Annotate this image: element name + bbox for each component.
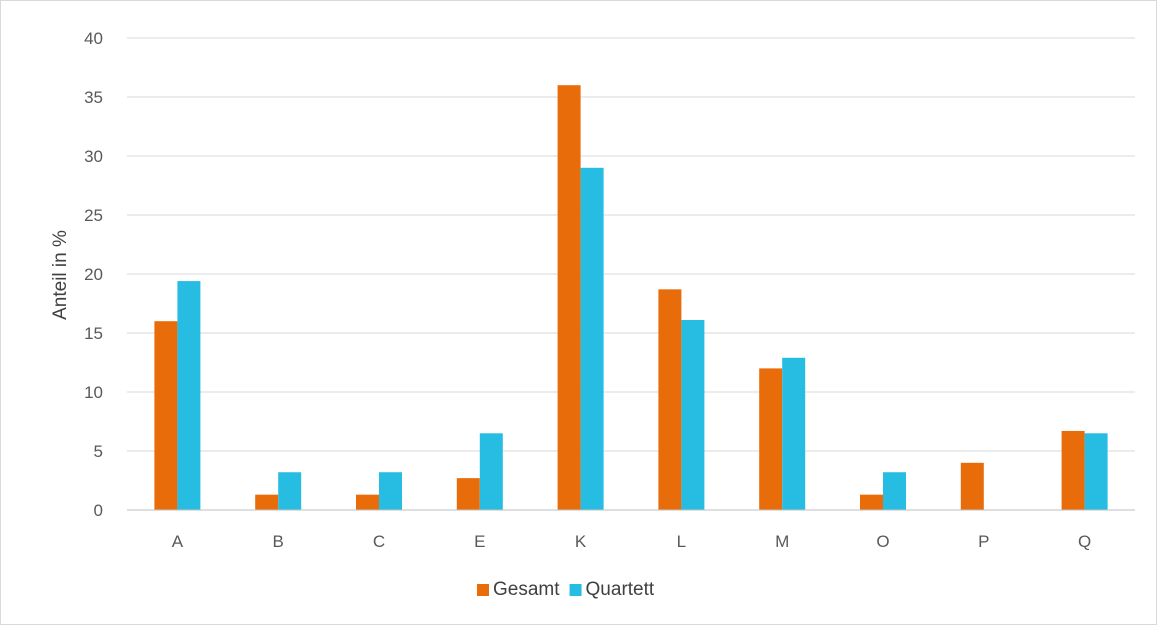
y-tick-label: 20 — [84, 265, 103, 284]
bar-gesamt-o — [860, 494, 883, 510]
y-tick-label: 10 — [84, 383, 103, 402]
x-tick-label: P — [978, 532, 989, 551]
x-tick-label: L — [677, 532, 686, 551]
gridlines — [127, 37, 1135, 452]
bar-quartett-a — [177, 281, 201, 510]
bar-gesamt-k — [557, 85, 581, 510]
x-tick-label: M — [775, 532, 789, 551]
x-tick-label: K — [575, 532, 587, 551]
bar-quartett-l — [681, 320, 705, 510]
x-tick-label: B — [273, 532, 284, 551]
bar-gesamt-a — [154, 321, 178, 510]
bar-quartett-k — [580, 167, 604, 511]
bar-quartett-c — [379, 472, 402, 510]
y-tick-label: 15 — [84, 324, 103, 343]
bar-gesamt-c — [356, 494, 379, 510]
y-tick-label: 35 — [84, 88, 103, 107]
x-tick-label: E — [474, 532, 485, 551]
legend-label-gesamt: Gesamt — [493, 579, 560, 600]
x-tick-label: Q — [1078, 532, 1091, 551]
bar-quartett-q — [1084, 433, 1108, 510]
y-tick-label: 0 — [94, 501, 103, 520]
bar-gesamt-b — [255, 494, 279, 510]
x-tick-label: A — [172, 532, 184, 551]
y-axis-title: Anteil in % — [50, 230, 71, 320]
x-tick-label: C — [373, 532, 385, 551]
y-tick-label: 40 — [84, 29, 103, 48]
axes: 0 5 10 15 20 25 30 35 40 A B C E K L M O P Q — [84, 29, 1135, 551]
legend-label-quartett: Quartett — [586, 579, 655, 600]
bar-quartett-m — [782, 357, 806, 510]
legend: Gesamt Quartett — [477, 579, 655, 600]
bar-quartett-b — [278, 472, 302, 510]
bar-gesamt-m — [759, 368, 783, 510]
y-tick-label: 30 — [84, 147, 103, 166]
bars — [154, 85, 1108, 511]
bar-gesamt-l — [658, 289, 682, 510]
legend-swatch-gesamt — [477, 584, 489, 596]
bar-quartett-e — [479, 433, 503, 510]
x-tick-label: O — [876, 532, 889, 551]
bar-gesamt-p — [960, 462, 984, 510]
y-tick-label: 5 — [94, 442, 103, 461]
bar-gesamt-q — [1061, 430, 1085, 510]
y-tick-label: 25 — [84, 206, 103, 225]
legend-swatch-quartett — [569, 584, 582, 596]
bar-gesamt-e — [456, 478, 480, 510]
bar-quartett-o — [883, 472, 906, 510]
